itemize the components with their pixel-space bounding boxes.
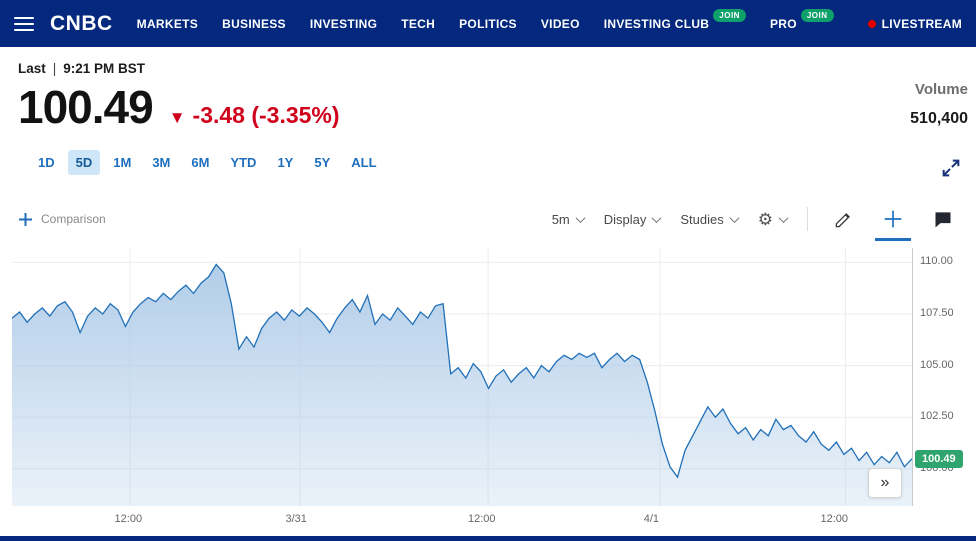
x-axis: 12:00 3/31 12:00 4/1 12:00 (12, 509, 900, 533)
nav-item-markets[interactable]: MARKETS (137, 17, 198, 31)
live-dot-icon (867, 19, 876, 28)
pager-forward-button[interactable]: » (868, 468, 902, 498)
range-tab-1m[interactable]: 1M (113, 155, 132, 170)
nav-item-label: INVESTING (309, 16, 378, 31)
nav-item-investing[interactable]: INVESTING (310, 17, 377, 31)
join-badge[interactable]: JOIN (713, 8, 746, 22)
range-tabs: 1D 5D 1M 3M 6M YTD 1Y 5Y ALL (30, 150, 976, 175)
interval-select[interactable]: 5m (551, 211, 586, 227)
display-label: Display (603, 211, 647, 227)
studies-select[interactable]: Studies (680, 211, 740, 227)
chart-area: 110.00 107.50 105.00 102.50 100.00 100.49 » (0, 248, 976, 506)
comparison-button[interactable]: Comparison (18, 212, 106, 227)
nav-item-business[interactable]: BUSINESS (222, 17, 286, 31)
last-timestamp: Last | 9:21 PM BST (18, 61, 976, 76)
volume-block: Volume 510,400 (910, 81, 968, 128)
top-nav: CNBC MARKETS BUSINESS INVESTING TECH POL… (0, 0, 976, 47)
quote-time: 9:21 PM BST (63, 61, 146, 76)
y-axis-label: 110.00 (920, 255, 953, 268)
nav-item-label: TECH (401, 16, 436, 31)
nav-item-label: PRO (769, 16, 797, 31)
cnbc-logo[interactable]: CNBC (50, 11, 113, 35)
volume-label: Volume (914, 81, 968, 98)
toolbar-controls: 5m Display Studies ⚙ (551, 204, 958, 241)
menu-icon[interactable] (14, 16, 34, 31)
toolbar-divider (807, 207, 808, 231)
studies-label: Studies (680, 211, 724, 227)
comments-button[interactable] (928, 204, 958, 234)
chevron-down-icon (778, 212, 789, 223)
range-tab-5y[interactable]: 5Y (314, 155, 331, 170)
nav-item-investing-club[interactable]: INVESTING CLUB JOIN (603, 8, 746, 31)
down-arrow-icon: ▼ (168, 108, 186, 127)
x-axis-label: 12:00 (114, 513, 143, 525)
nav-item-label: MARKETS (136, 16, 199, 31)
expand-icon (942, 159, 960, 177)
x-axis-label: 4/1 (643, 513, 660, 525)
chart-toolbar: Comparison 5m Display Studies ⚙ (18, 196, 958, 242)
nav-item-label: LIVESTREAM (881, 16, 962, 31)
nav-item-tech[interactable]: TECH (401, 17, 435, 31)
chevron-down-icon (651, 212, 662, 223)
crosshair-tool-button[interactable] (875, 204, 911, 241)
nav-item-label: POLITICS (459, 16, 517, 31)
interval-value: 5m (551, 211, 570, 227)
pencil-icon (835, 212, 850, 227)
nav-item-label: BUSINESS (222, 16, 286, 31)
volume-value: 510,400 (910, 110, 968, 127)
price-chart[interactable] (12, 248, 912, 506)
comparison-label: Comparison (41, 212, 106, 226)
x-axis-label: 12:00 (467, 513, 496, 525)
expand-chart-button[interactable] (940, 157, 962, 179)
draw-tool-button[interactable] (828, 204, 858, 234)
range-tab-5d[interactable]: 5D (67, 150, 101, 175)
nav-item-politics[interactable]: POLITICS (459, 17, 517, 31)
chart-settings-button[interactable]: ⚙ (757, 209, 789, 229)
change-value: -3.48 (-3.35%) (192, 102, 340, 128)
display-select[interactable]: Display (603, 211, 662, 227)
y-axis: 110.00 107.50 105.00 102.50 100.00 100.49 (912, 248, 976, 506)
y-axis-label: 105.00 (920, 358, 954, 371)
x-axis-label: 12:00 (820, 513, 849, 525)
nav-item-pro[interactable]: PRO JOIN (769, 8, 834, 31)
gear-icon: ⚙ (757, 209, 773, 229)
quote-section: Last | 9:21 PM BST 100.49 ▼ -3.48 (-3.35%) … (0, 47, 976, 192)
range-tab-1d[interactable]: 1D (38, 155, 55, 170)
nav-item-livestream[interactable]: LIVESTREAM (867, 16, 962, 31)
nav-item-label: INVESTING CLUB (603, 16, 710, 31)
chevron-down-icon (729, 212, 740, 223)
range-tab-3m[interactable]: 3M (152, 155, 171, 170)
y-axis-label: 102.50 (920, 410, 954, 423)
y-axis-label: 107.50 (920, 307, 954, 320)
price-change: ▼ -3.48 (-3.35%) (169, 102, 340, 129)
price-row: 100.49 ▼ -3.48 (-3.35%) (18, 84, 976, 130)
nav-items: MARKETS BUSINESS INVESTING TECH POLITICS… (137, 8, 962, 31)
last-label: Last (18, 61, 46, 76)
current-price-tag: 100.49 (915, 449, 963, 468)
bottom-accent-bar (0, 536, 976, 541)
range-tab-ytd[interactable]: YTD (230, 155, 257, 170)
range-tab-all[interactable]: ALL (351, 155, 377, 170)
range-tab-1y[interactable]: 1Y (277, 155, 294, 170)
x-axis-label: 3/31 (285, 513, 307, 525)
crosshair-icon (884, 210, 902, 228)
plus-icon (19, 212, 32, 226)
chevron-down-icon (575, 212, 586, 223)
last-price: 100.49 (18, 81, 154, 133)
nav-item-label: VIDEO (540, 16, 580, 31)
range-tab-6m[interactable]: 6M (191, 155, 210, 170)
join-badge[interactable]: JOIN (800, 8, 834, 22)
nav-item-video[interactable]: VIDEO (541, 17, 580, 31)
chat-bubble-icon (935, 212, 951, 228)
separator: | (52, 61, 57, 76)
